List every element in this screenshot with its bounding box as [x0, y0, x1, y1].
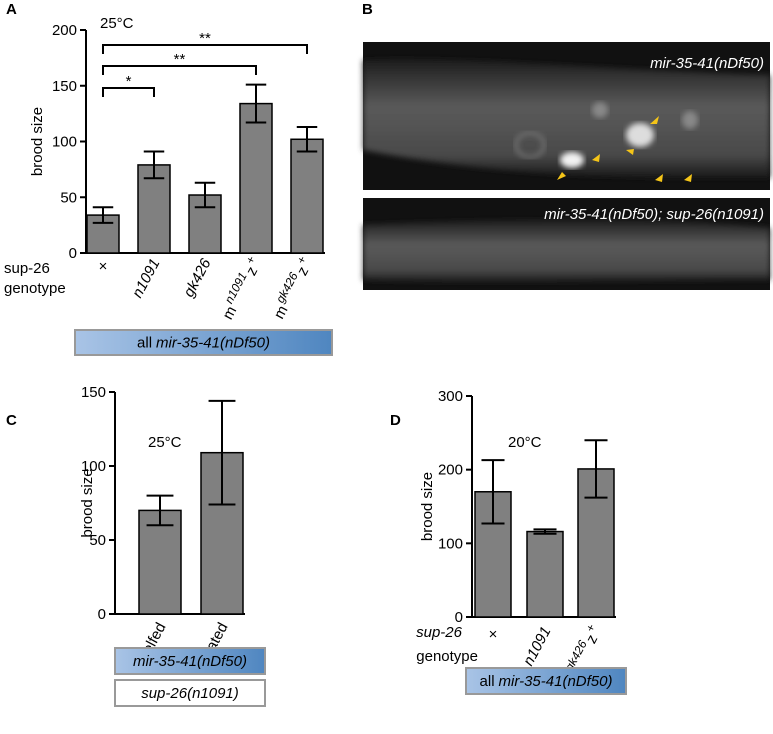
x-tick-label: gk426 [180, 255, 215, 300]
y-axis-label: brood size [79, 468, 96, 537]
y-tick-label: 300 [438, 388, 463, 405]
error-bar [194, 181, 216, 209]
banner-part: all [480, 673, 495, 690]
label-part: m [219, 303, 240, 322]
y-tick-label: 100 [438, 535, 463, 552]
bar [239, 102, 273, 254]
row-label: genotype [4, 280, 66, 297]
y-tick-label: 200 [438, 462, 463, 479]
genotype-banner [114, 647, 266, 675]
y-tick-label: 200 [52, 22, 77, 39]
banner-label: sup-26(n1091) [141, 685, 239, 702]
y-tick-label: 0 [455, 609, 463, 626]
significance-bracket [102, 87, 155, 97]
panel-letter: D [390, 412, 401, 429]
chart-title: 20°C [508, 434, 542, 451]
banner-part: mir-35-41(nDf50) [499, 673, 613, 690]
genotype-banner [114, 679, 266, 707]
label-part: m [271, 303, 292, 322]
y-tick-label: 0 [98, 606, 106, 623]
significance-label: ** [174, 51, 186, 68]
y-tick-label: 150 [81, 384, 106, 401]
bar [290, 138, 324, 254]
banner-label: all mir-35-41(nDf50) [480, 673, 613, 690]
bar [526, 530, 564, 618]
y-tick-label: 100 [52, 134, 77, 151]
bar [137, 164, 171, 254]
y-axis-label: brood size [419, 472, 436, 541]
y-tick-label: 50 [89, 532, 106, 549]
label-part: n1091 [222, 270, 250, 306]
x-tick-label: × [99, 258, 108, 275]
genotype-banner [465, 667, 627, 695]
y-tick-label: 150 [52, 78, 77, 95]
error-bar [92, 206, 114, 224]
micrograph [363, 198, 770, 290]
significance-label: ** [199, 30, 211, 47]
row-label: genotype [416, 648, 478, 665]
image-label: mir-35-41(nDf50); sup-26(n1091) [544, 206, 764, 223]
panel-letter: C [6, 412, 17, 429]
x-tick-label: mn1091z+ [215, 254, 266, 323]
x-tick-label: n1091 [520, 624, 555, 669]
banner-label: mir-35-41(nDf50) [133, 653, 247, 670]
image-label: mir-35-41(nDf50) [650, 55, 764, 72]
error-bar [481, 459, 505, 525]
error-bar [146, 494, 174, 527]
error-bar [143, 150, 165, 180]
error-bar [533, 528, 557, 535]
y-tick-label: 0 [69, 245, 77, 262]
row-label: sup-26 [416, 624, 463, 641]
label-part: gk426 [273, 270, 301, 306]
significance-bracket [102, 44, 308, 54]
genotype-banner [74, 329, 333, 356]
row-label: sup-26 [4, 260, 50, 277]
panel-letter: B [362, 1, 373, 18]
micrograph [363, 42, 770, 190]
panel-letter: A [6, 1, 17, 18]
error-bar [296, 126, 318, 153]
banner-part: sup-26(n1091) [141, 685, 239, 702]
y-tick-label: 100 [81, 458, 106, 475]
error-bar [208, 399, 236, 506]
y-tick-label: 50 [60, 189, 77, 206]
significance-label: * [126, 73, 132, 90]
banner-label: all mir-35-41(nDf50) [137, 335, 270, 352]
banner-part: mir-35-41(nDf50) [156, 335, 270, 352]
chart-title: 25°C [148, 434, 182, 451]
banner-part: mir-35-41(nDf50) [133, 653, 247, 670]
banner-part: all [137, 335, 152, 352]
error-bar [245, 83, 267, 124]
y-axis-label: brood size [29, 107, 46, 176]
x-tick-label: n1091 [129, 256, 164, 301]
chart-title: 25°C [100, 15, 134, 32]
bar [138, 509, 182, 615]
x-tick-label: mgk426z+ [266, 254, 316, 322]
significance-bracket [102, 65, 257, 75]
x-tick-label: × [489, 626, 498, 643]
error-bar [584, 439, 608, 499]
